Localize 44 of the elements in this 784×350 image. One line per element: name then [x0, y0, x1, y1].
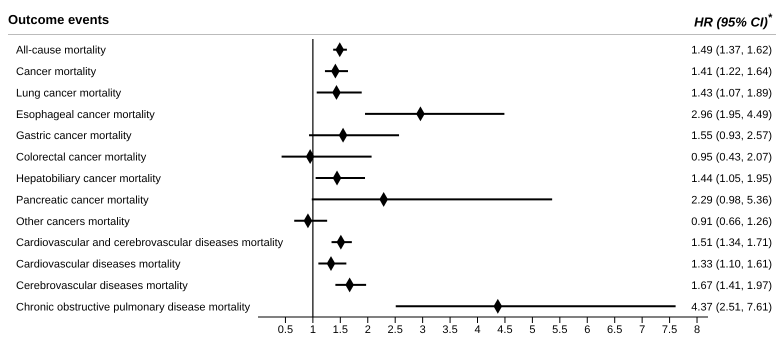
data-label: 2.29 (0.98, 5.36)	[691, 194, 772, 206]
y-tick-label: Cerebrovascular diseases mortality	[16, 280, 188, 292]
y-tick-label: Lung cancer mortality	[16, 87, 122, 100]
x-tick-label: 7	[639, 324, 646, 336]
x-tick-label: 1.5	[332, 324, 348, 336]
data-label: 1.49 (1.37, 1.62)	[691, 44, 772, 57]
x-tick-label: 7.5	[662, 324, 678, 336]
x-tick-label: 5.5	[552, 324, 568, 336]
data-label: 4.37 (2.51, 7.61)	[691, 301, 772, 314]
data-label: 1.51 (1.34, 1.71)	[691, 237, 772, 250]
data-label: 1.41 (1.22, 1.64)	[691, 66, 772, 78]
y-tick-label: Cardiovascular diseases mortality	[16, 258, 181, 271]
data-label: 2.96 (1.95, 4.49)	[691, 108, 772, 121]
y-tick-label: Cardiovascular and cerebrovascular diseases mortality	[16, 237, 284, 250]
x-tick-label: 6.5	[607, 324, 622, 336]
y-tick-label: Gastric cancer mortality	[16, 130, 132, 142]
y-tick-label: Other cancers mortality	[16, 216, 130, 228]
y-tick-label: Cancer mortality	[16, 66, 97, 78]
data-label: 1.43 (1.07, 1.89)	[691, 87, 772, 100]
data-label: 1.55 (0.93, 2.57)	[691, 130, 772, 142]
x-tick-label: 2	[364, 324, 371, 336]
y-tick-label: All-cause mortality	[16, 44, 106, 57]
x-tick-label: 4	[474, 324, 481, 336]
x-tick-label: 4.5	[497, 324, 513, 336]
y-tick-label: Esophageal cancer mortality	[16, 108, 156, 121]
x-tick-label: 3.5	[442, 324, 458, 336]
data-label: 1.67 (1.41, 1.97)	[691, 280, 772, 292]
data-label: 0.91 (0.66, 1.26)	[691, 216, 772, 228]
x-tick-label: 5	[529, 324, 536, 336]
y-tick-label: Colorectal cancer mortality	[16, 152, 147, 164]
x-tick-label: 3	[420, 324, 426, 336]
data-label: 0.95 (0.43, 2.07)	[691, 152, 772, 164]
text: HR (95% CI)$^{*}$	[694, 12, 772, 30]
data-label: 1.33 (1.10, 1.61)	[691, 258, 772, 271]
y-tick-label: Chronic obstructive pulmonary disease mortality	[16, 301, 251, 314]
x-tick-label: 6	[584, 324, 590, 336]
y-tick-label: Hepatobiliary cancer mortality	[16, 173, 162, 185]
x-tick-label: 0.5	[278, 324, 294, 336]
y-tick-label: Pancreatic cancer mortality	[16, 194, 150, 206]
x-tick-label: 2.5	[388, 324, 403, 336]
data-label: 1.44 (1.05, 1.95)	[691, 173, 772, 185]
y-axis-title: Outcome events	[8, 12, 110, 27]
x-tick-label: 8	[694, 324, 700, 336]
x-tick-label: 1	[310, 324, 316, 336]
